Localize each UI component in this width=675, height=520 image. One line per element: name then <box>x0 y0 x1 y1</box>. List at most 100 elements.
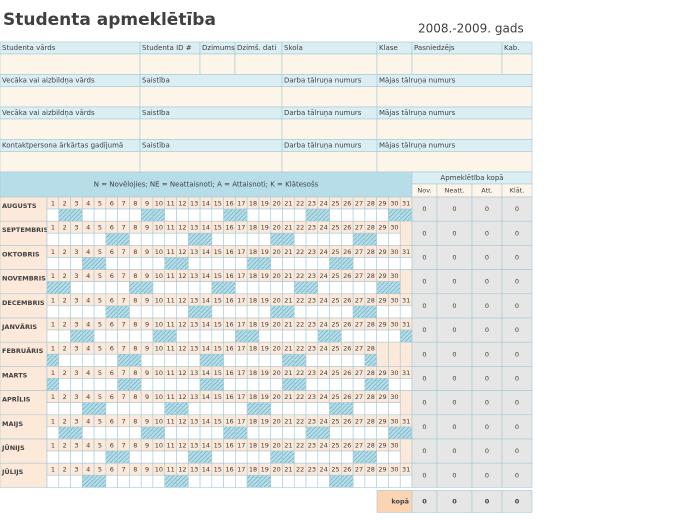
day-entry-cell <box>105 378 118 391</box>
day-number: 15 <box>214 466 222 474</box>
info-label: Kab. <box>504 44 519 52</box>
day-number: 30 <box>390 272 398 280</box>
day-number: 27 <box>355 417 363 425</box>
day-entry-cell <box>70 329 83 343</box>
total-value: 0 <box>452 423 456 431</box>
day-number: 16 <box>225 442 233 450</box>
day-number: 21 <box>284 417 292 425</box>
day-number: 14 <box>202 466 210 474</box>
day-number: 15 <box>214 442 222 450</box>
day-number: 17 <box>237 345 245 353</box>
day-entry-cell <box>211 305 224 319</box>
day-number: 2 <box>63 272 67 280</box>
day-number: 10 <box>155 200 163 208</box>
day-entry-cell <box>329 402 342 416</box>
day-entry-cell <box>223 402 236 416</box>
day-number: 7 <box>121 345 125 353</box>
day-number: 11 <box>166 200 174 208</box>
day-entry-cell <box>235 450 248 464</box>
day-number: 28 <box>367 200 375 208</box>
day-entry-cell <box>140 281 154 295</box>
day-number: 13 <box>190 321 198 329</box>
day-number: 31 <box>402 200 410 208</box>
day-entry-cell <box>282 450 295 464</box>
day-entry-cell <box>364 402 377 416</box>
day-number: 22 <box>296 417 304 425</box>
day-number: 12 <box>178 369 186 377</box>
day-entry-cell <box>129 257 142 270</box>
day-entry-cell <box>58 281 71 295</box>
info-label: Skola <box>284 44 303 52</box>
day-entry-cell <box>388 329 401 343</box>
day-number: 14 <box>202 200 210 208</box>
total-value: 0 <box>515 229 519 237</box>
day-number: 2 <box>63 296 67 304</box>
total-cell <box>501 341 533 367</box>
day-entry-cell <box>246 402 260 416</box>
day-entry-cell <box>211 208 224 222</box>
day-entry-cell <box>388 426 401 440</box>
day-number: 8 <box>133 321 137 329</box>
day-entry-cell <box>105 232 118 246</box>
info-input-cell <box>139 86 283 108</box>
day-number: 19 <box>261 272 269 280</box>
day-entry-cell <box>388 281 401 295</box>
day-entry-cell <box>399 305 413 319</box>
total-value: 0 <box>485 205 489 213</box>
day-entry-cell <box>364 474 377 488</box>
day-number: 23 <box>308 442 316 450</box>
day-number: 19 <box>261 224 269 232</box>
day-entry-cell <box>293 353 307 367</box>
day-entry-cell <box>376 329 389 343</box>
total-value: 0 <box>422 254 426 262</box>
day-number: 8 <box>133 200 137 208</box>
day-number: 17 <box>237 272 245 280</box>
day-entry-cell <box>329 208 342 222</box>
day-number: 1 <box>51 345 55 353</box>
day-entry-cell <box>376 450 389 464</box>
info-label: Mājas tālruņa numurs <box>379 109 456 118</box>
day-number: 24 <box>320 345 328 353</box>
day-entry-cell <box>46 208 60 222</box>
day-entry-cell <box>129 281 142 295</box>
month-name: DECEMBRIS <box>2 299 45 307</box>
day-number: 18 <box>249 442 257 450</box>
day-number: 21 <box>284 466 292 474</box>
day-number: 14 <box>202 248 210 256</box>
day-number: 25 <box>331 393 339 401</box>
day-number: 7 <box>121 369 125 377</box>
day-entry-cell <box>105 450 118 464</box>
info-input-cell <box>281 118 378 140</box>
day-number: 18 <box>249 417 257 425</box>
day-number: 9 <box>145 200 149 208</box>
day-entry-cell <box>305 450 319 464</box>
day-number: 16 <box>225 248 233 256</box>
day-entry-cell <box>93 257 107 270</box>
day-number: 6 <box>110 466 114 474</box>
info-label: Darba tālruņa numurs <box>284 109 362 118</box>
day-entry-cell <box>46 474 60 488</box>
day-number: 25 <box>331 466 339 474</box>
day-entry-cell <box>352 329 366 343</box>
day-entry-cell <box>329 305 342 319</box>
day-entry-cell <box>388 232 401 246</box>
day-number: 3 <box>74 321 78 329</box>
day-entry-cell <box>187 305 201 319</box>
day-entry-cell <box>129 474 142 488</box>
day-number: 5 <box>98 442 102 450</box>
day-entry-cell <box>317 208 330 222</box>
day-entry-cell <box>140 378 154 391</box>
total-cell <box>436 438 473 464</box>
day-entry-cell <box>176 426 189 440</box>
day-number: 23 <box>308 321 316 329</box>
day-number: 14 <box>202 272 210 280</box>
day-number: 6 <box>110 369 114 377</box>
day-entry-cell <box>293 378 307 391</box>
day-entry-cell <box>235 426 248 440</box>
day-entry-cell <box>117 378 130 391</box>
day-number: 1 <box>51 393 55 401</box>
day-number: 5 <box>98 224 102 232</box>
day-entry-cell <box>46 378 60 391</box>
day-entry-cell <box>164 450 177 464</box>
day-number: 9 <box>145 345 149 353</box>
